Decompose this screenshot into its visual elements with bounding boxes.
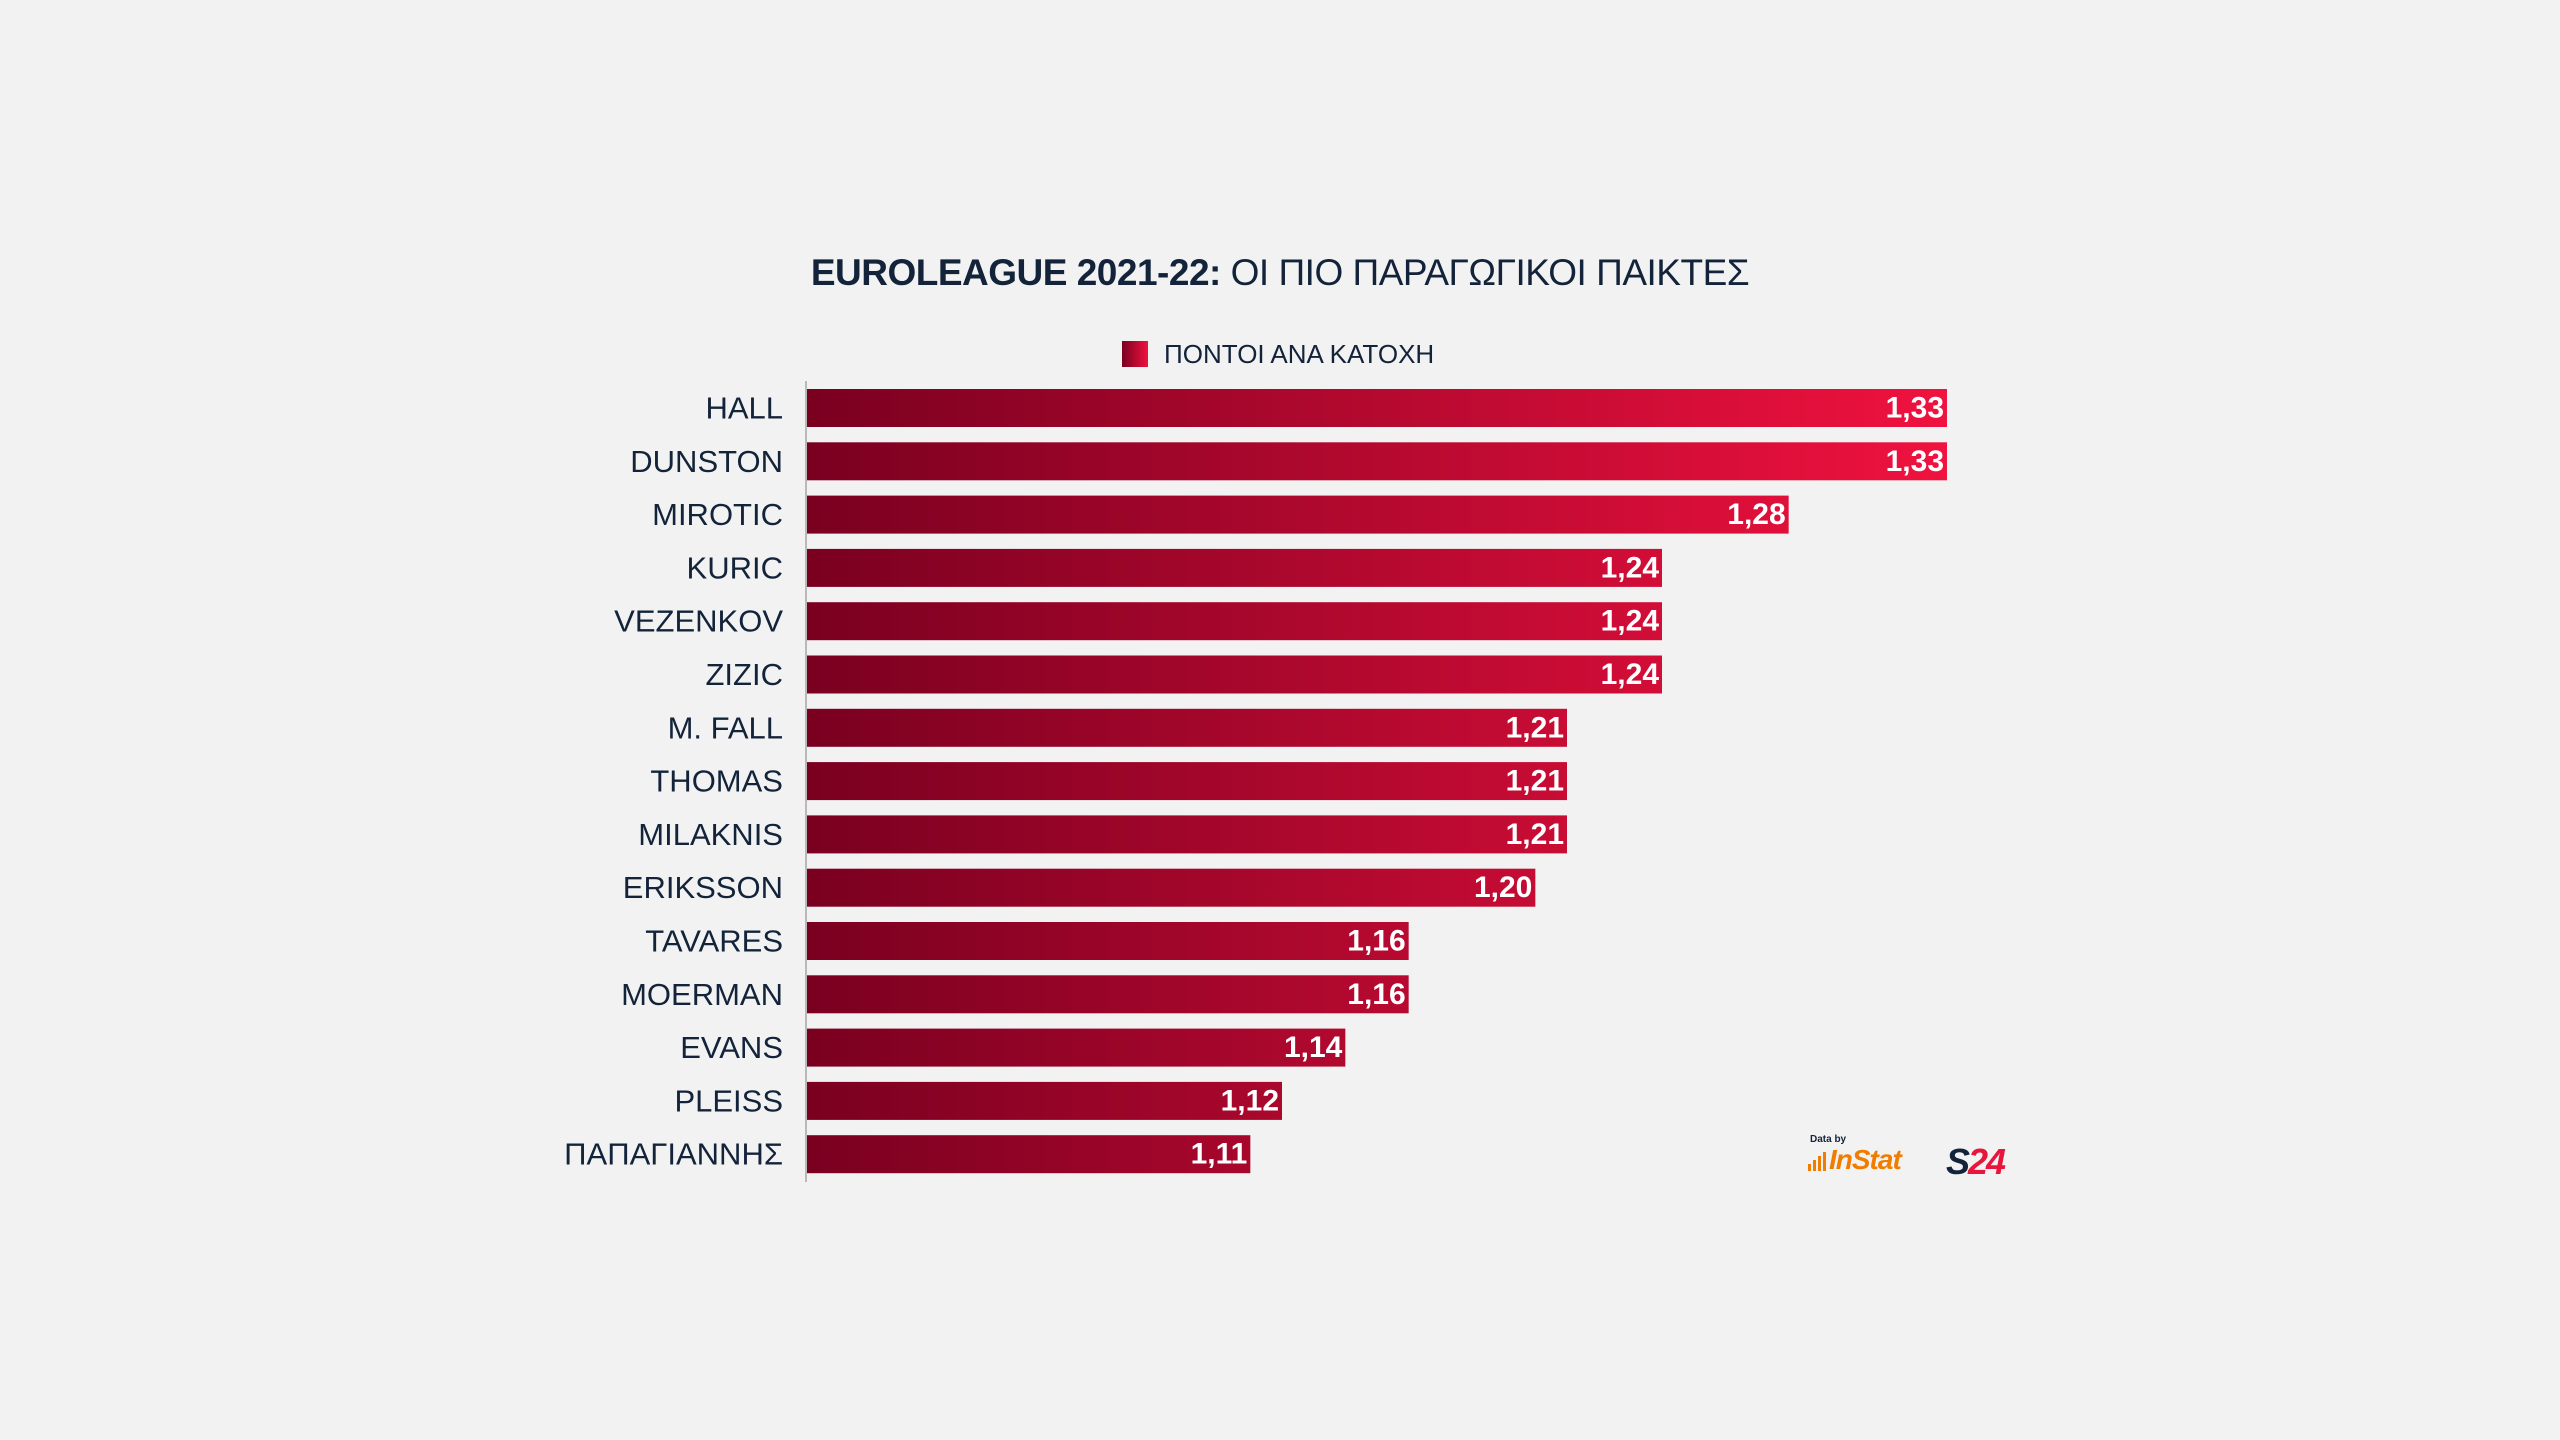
bar [807,762,1567,801]
value-label: 1,24 [1601,605,1660,638]
category-label: DUNSTON [630,444,783,479]
value-label: 1,21 [1506,765,1564,798]
bar [807,1081,1282,1120]
legend: ΠΟΝΤΟΙ ΑΝΑ ΚΑΤΟΧΗ [1122,337,1434,371]
value-label: 1,12 [1221,1084,1279,1117]
value-label: 1,33 [1886,392,1944,425]
s24-logo-letter: S [1946,1141,1970,1182]
bar [807,602,1662,641]
category-label: ΠΑΠΑΓΙΑΝΝΗΣ [564,1137,783,1172]
value-label: 1,33 [1886,445,1944,478]
credits: Data by InStat S24 [1808,1134,2028,1184]
category-label: ERIKSSON [623,870,783,905]
category-label: EVANS [680,1030,783,1065]
instat-logo: InStat [1808,1144,1902,1175]
s24-logo: S24 [1946,1141,2006,1182]
value-label: 1,16 [1347,925,1405,958]
bar [807,815,1567,854]
category-label: KURIC [687,550,783,585]
bar [807,548,1662,587]
category-label: HALL [705,391,783,426]
category-label: MIROTIC [652,497,783,532]
category-label: TAVARES [645,924,783,959]
bar [807,389,1947,427]
chart-title-light: ΟΙ ΠΙΟ ΠΑΡΑΓΩΓΙΚΟΙ ΠΑΙΚΤΕΣ [1230,252,1750,293]
category-label: MILAKNIS [638,817,783,852]
data-by-label: Data by [1810,1134,1847,1145]
bar [807,708,1567,747]
value-label: 1,21 [1506,818,1564,851]
instat-bars-icon [1808,1151,1826,1174]
bar [807,495,1789,534]
bar [807,655,1662,694]
value-label: 1,16 [1347,978,1405,1011]
category-label: ZIZIC [706,657,784,692]
category-label: PLEISS [674,1083,783,1118]
bars-group: HALL 1,33 DUNSTON 1,33 MIROTIC 1,28 KURIC 1,24 V… [564,389,1947,1174]
bar [807,442,1947,481]
value-label: 1,24 [1601,551,1660,584]
value-label: 1,11 [1191,1138,1248,1171]
bar [807,868,1536,907]
value-label: 1,20 [1474,871,1532,904]
bar [807,975,1409,1014]
s24-logo-number: 24 [1968,1141,2006,1182]
bar [807,1135,1251,1174]
bar [807,922,1409,960]
instat-logo-text: InStat [1829,1144,1902,1175]
category-label: THOMAS [650,764,783,799]
legend-swatch [1122,341,1148,367]
legend-label: ΠΟΝΤΟΙ ΑΝΑ ΚΑΤΟΧΗ [1164,338,1435,369]
value-label: 1,28 [1727,498,1785,531]
chart-title: EUROLEAGUE 2021-22: ΟΙ ΠΙΟ ΠΑΡΑΓΩΓΙΚΟΙ Π… [0,252,2560,294]
category-label: MOERMAN [621,977,783,1012]
category-label: VEZENKOV [614,604,783,639]
value-label: 1,14 [1284,1031,1343,1064]
chart-title-bold: EUROLEAGUE 2021-22: [810,252,1221,293]
bar [807,1028,1346,1067]
value-label: 1,24 [1601,658,1660,691]
value-label: 1,21 [1506,711,1564,744]
category-label: M. FALL [668,710,783,745]
